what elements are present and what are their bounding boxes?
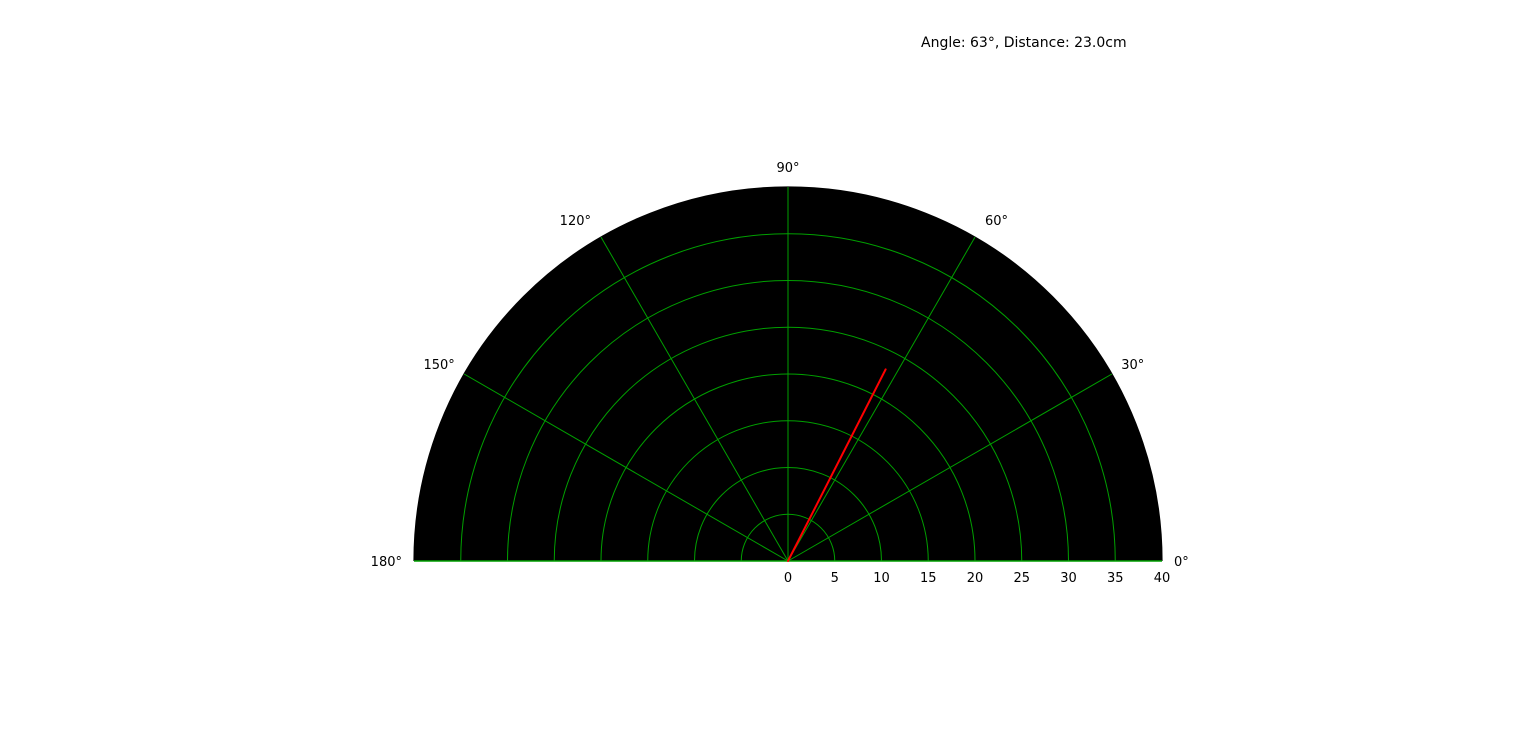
angle-spoke-30 — [787, 373, 1113, 562]
radial-tick-label-25: 25 — [1013, 571, 1030, 586]
angle-tick-label-150: 150° — [423, 358, 454, 373]
angle-tick-label-90: 90° — [776, 161, 799, 176]
angle-distance-readout: Angle: 63°, Distance: 23.0cm — [921, 35, 1127, 51]
angle-spoke-120 — [600, 236, 789, 562]
angle-tick-label-60: 60° — [985, 214, 1008, 229]
radial-tick-label-0: 0 — [784, 571, 792, 586]
angle-tick-label-0: 0° — [1174, 555, 1189, 570]
radial-tick-label-40: 40 — [1154, 571, 1171, 586]
radial-tick-label-10: 10 — [873, 571, 890, 586]
radial-tick-label-35: 35 — [1107, 571, 1124, 586]
angle-spoke-150 — [463, 373, 789, 562]
angle-tick-label-120: 120° — [560, 214, 591, 229]
radial-tick-label-15: 15 — [920, 571, 937, 586]
angle-spoke-60 — [787, 236, 976, 562]
angle-tick-label-180: 180° — [371, 555, 402, 570]
angle-tick-label-30: 30° — [1121, 358, 1144, 373]
radial-tick-label-20: 20 — [967, 571, 984, 586]
radial-tick-label-5: 5 — [831, 571, 839, 586]
radial-tick-label-30: 30 — [1060, 571, 1077, 586]
radar-sweep-line — [787, 368, 887, 562]
